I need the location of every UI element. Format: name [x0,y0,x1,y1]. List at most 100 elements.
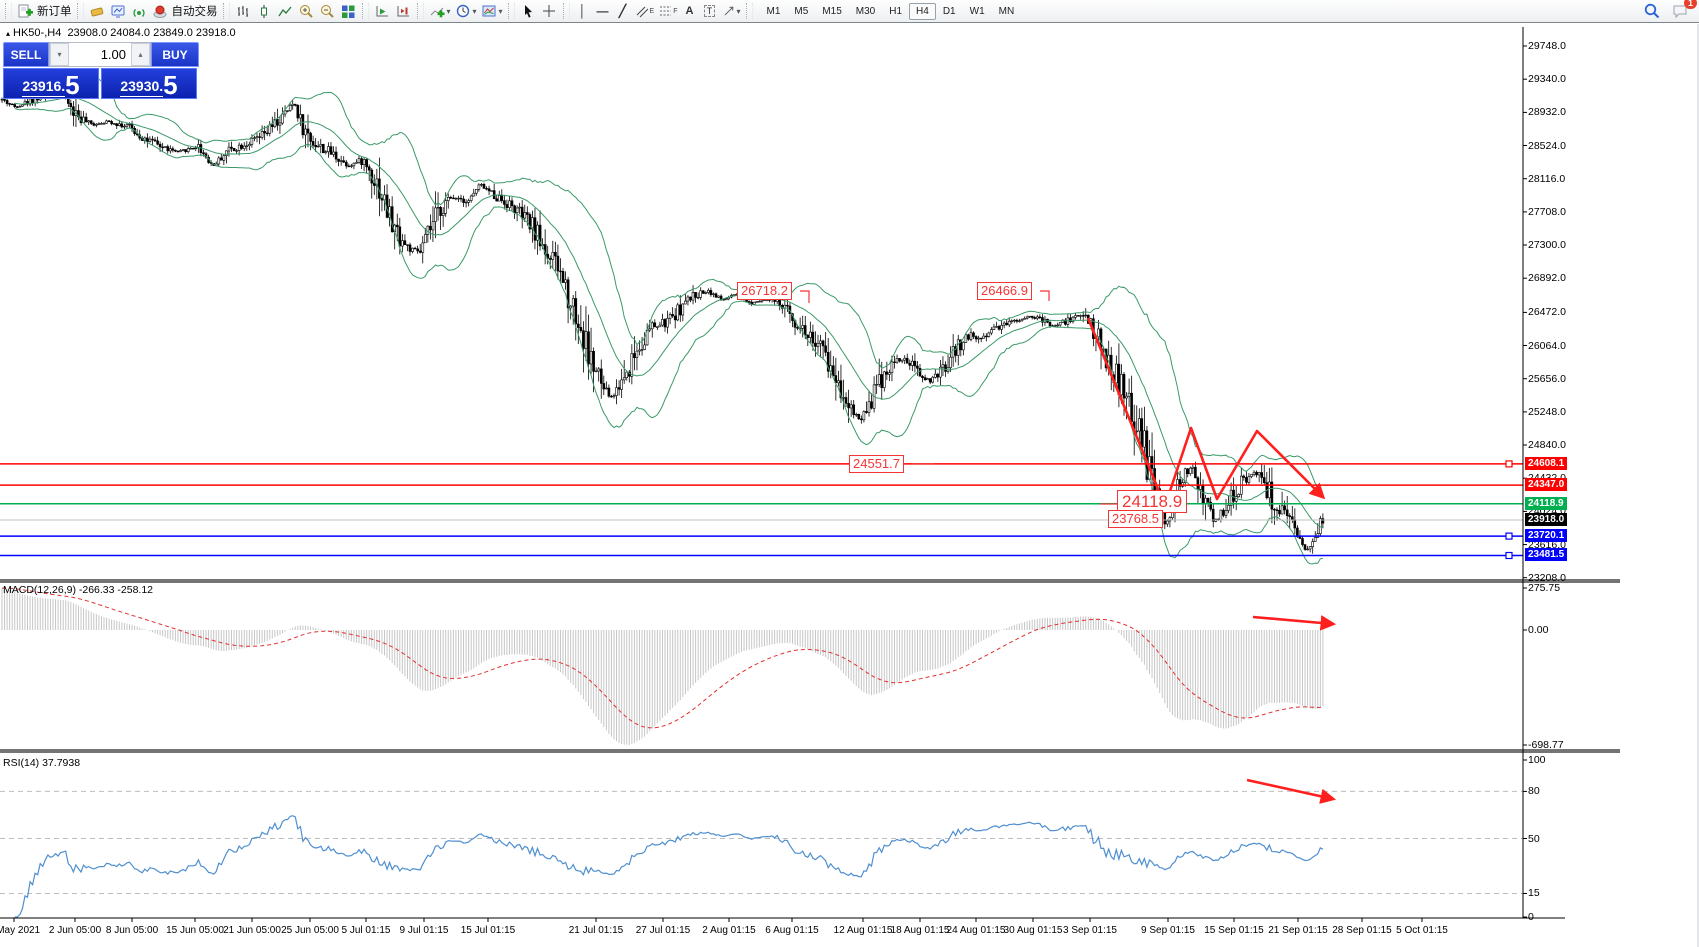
arrows-button[interactable]: ▾ [720,1,743,21]
timeframe-MN[interactable]: MN [998,5,1015,17]
time-axis-label: 30 Aug 01:15 [1003,925,1063,936]
time-axis-label: 9 Sep 01:15 [1141,925,1195,936]
chevron-down-icon: ▾ [446,6,451,16]
time-axis-label: 15 Jun 05:00 [166,925,224,936]
text-button[interactable]: A [685,5,694,17]
indicators-button[interactable]: ▾ [427,1,453,21]
time-axis-label: 21 Jun 05:00 [223,925,281,936]
volume-stepper[interactable]: ▾ 1.00 ▴ [49,42,151,67]
cursor-button[interactable] [518,1,539,21]
templates-button[interactable]: ▾ [479,1,505,21]
macd-indicator-label: MACD(12,26,9) -266.33 -258.12 [3,584,153,596]
crosshair-button[interactable] [539,1,560,21]
price-axis-tick: 26064.0 [1528,339,1566,352]
timeframe-H1[interactable]: H1 [889,5,903,17]
monitor-chart-icon [111,5,124,17]
tile-windows-icon [341,5,354,18]
ohlc-values: 23908.0 24084.0 23849.0 23918.0 [67,27,236,39]
price-axis-tick: 29340.0 [1528,73,1566,86]
bar-chart-button[interactable] [233,1,254,21]
price-axis-tick: 28524.0 [1528,139,1566,152]
fibonacci-button[interactable]: F [656,1,679,21]
toolbar-grip[interactable] [745,3,753,19]
timeframe-H4[interactable]: H4 [909,2,936,20]
toolbar-grip[interactable] [562,3,570,19]
vertical-line-button[interactable]: │ [578,4,587,18]
candlestick-chart-button[interactable] [254,1,275,21]
buy-price[interactable]: 23930. 5 [101,68,197,99]
rsi-indicator-label: RSI(14) 37.7938 [3,757,81,769]
toolbar-grip[interactable] [222,3,230,19]
auto-trading-button[interactable]: 自动交易 [150,1,220,21]
signals-button[interactable] [129,1,150,21]
timeframe-M30[interactable]: M30 [855,5,876,17]
timeframe-M5[interactable]: M5 [794,5,809,17]
price-annotation-26466.9[interactable]: 26466.9 [977,282,1032,300]
symbol-timeframe-label: HK50-,H4 [13,27,62,39]
time-axis-label: 12 Aug 01:15 [833,925,893,936]
charts-window-button[interactable] [108,1,129,21]
time-axis-label: 2 Jun 05:00 [48,925,102,936]
rsi-axis-label: 0 [1528,911,1534,923]
label-button[interactable]: T [700,1,720,21]
time-axis-label: 15 Sep 01:15 [1204,925,1264,936]
toolbar-grip[interactable] [5,3,12,19]
price-axis-tick: 27708.0 [1528,205,1566,218]
zoom-out-icon [320,4,334,18]
price-axis-tick: 23208.0 [1528,571,1566,584]
trendline-button[interactable]: ╱ [618,4,627,18]
price-axis-tick: 24840.0 [1528,439,1566,452]
volume-value[interactable]: 1.00 [100,47,126,62]
buy-button[interactable]: BUY [151,42,199,67]
zoom-in-button[interactable] [296,1,317,21]
search-icon [1644,3,1660,19]
deposit-button[interactable] [87,1,108,21]
timeframe-D1[interactable]: D1 [942,5,956,17]
price-tag-24608.1: 24608.1 [1525,456,1568,470]
time-axis-label: 28 Sep 01:15 [1332,925,1392,936]
volume-decrease-button[interactable]: ▾ [50,43,69,66]
price-tag-23481.5: 23481.5 [1525,548,1568,562]
tile-windows-button[interactable] [338,1,359,21]
timeframe-W1[interactable]: W1 [969,5,985,17]
rsi-axis-label: 50 [1528,832,1540,845]
auto-scroll-button[interactable] [372,1,393,21]
notifications-button[interactable]: 1 [1669,0,1697,21]
toolbar-grip[interactable] [361,3,369,19]
price-axis-tick: 29748.0 [1528,40,1566,53]
main-toolbar: 新订单 自动交易 [0,0,1699,23]
toolbar-grip[interactable] [76,3,84,19]
chart-shift-icon [397,5,409,16]
time-axis-label: 21 Sep 01:15 [1268,925,1328,936]
signal-icon [132,8,145,17]
timeframe-M15[interactable]: M15 [822,5,842,17]
new-order-button[interactable]: 新订单 [15,1,74,21]
channel-button[interactable]: E [633,1,657,21]
time-axis-label: 6 Aug 01:15 [765,925,819,936]
rsi-trend-arrow[interactable] [1246,778,1337,804]
price-zigzag-arrow[interactable] [1086,317,1326,508]
chart-shift-button[interactable] [393,1,414,21]
timeframe-M1[interactable]: M1 [766,5,781,17]
volume-increase-button[interactable]: ▴ [131,43,150,66]
horizontal-line-button[interactable]: — [596,4,609,18]
price-annotation-24551.7[interactable]: 24551.7 [849,455,904,473]
macd-axis-label: -698.77 [1528,739,1564,751]
macd-trend-arrow[interactable] [1252,615,1337,631]
sell-button[interactable]: SELL [3,42,49,67]
line-chart-button[interactable] [275,1,296,21]
price-annotation-23768.5[interactable]: 23768.5 [1108,510,1163,528]
search-button[interactable] [1641,1,1663,21]
sell-price[interactable]: 23916. 5 [3,68,99,99]
periods-button[interactable]: ▾ [453,1,479,21]
fibonacci-icon [660,6,672,15]
sell-price-int: 23916. [22,76,66,97]
price-tag-23720.1: 23720.1 [1525,529,1568,543]
toolbar-grip[interactable] [507,3,515,19]
sell-price-big-digit: 5 [65,70,80,100]
new-order-label: 新订单 [37,6,72,18]
zoom-out-button[interactable] [317,1,338,21]
price-annotation-26718.2[interactable]: 26718.2 [737,282,792,300]
toolbar-grip[interactable] [416,3,424,19]
